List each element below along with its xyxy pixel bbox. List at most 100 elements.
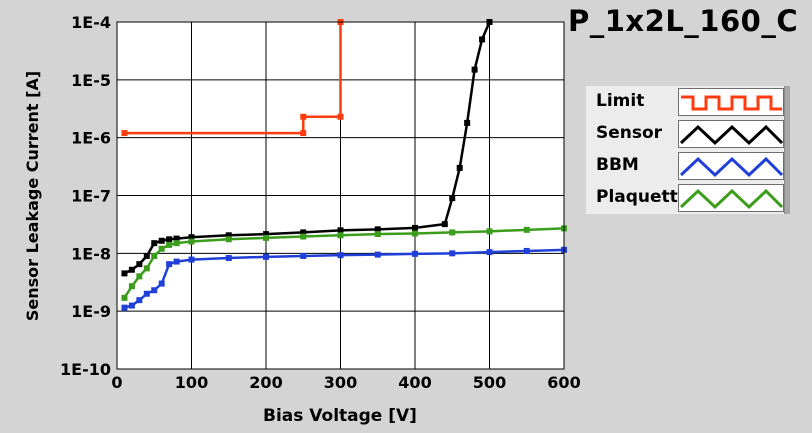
series-bbm <box>121 246 567 311</box>
data-point-limit <box>121 130 128 137</box>
data-point-bbm <box>128 302 135 309</box>
plot-frame <box>116 21 565 370</box>
data-point-sensor <box>337 227 344 234</box>
data-point-sensor <box>143 252 150 259</box>
data-point-bbm <box>188 256 195 263</box>
chart-title: P_1x2L_160_C <box>568 4 799 38</box>
data-point-sensor <box>173 235 180 242</box>
data-point-sensor <box>136 261 143 268</box>
series-sensor <box>121 19 493 277</box>
data-point-sensor <box>151 240 158 247</box>
data-point-plaquette <box>151 252 158 259</box>
data-point-bbm <box>166 261 173 268</box>
data-point-bbm <box>486 249 493 256</box>
legend-line <box>679 124 783 146</box>
legend-item-sensor[interactable]: Sensor <box>586 118 784 150</box>
legend-swatch-plaquette <box>678 184 784 212</box>
data-point-plaquette <box>173 240 180 247</box>
data-point-sensor <box>263 231 269 238</box>
y-tick-label: 1E-6 <box>71 129 111 148</box>
y-tick-label: 1E-10 <box>60 360 111 379</box>
data-point-plaquette <box>412 230 418 237</box>
data-point-bbm <box>158 280 165 287</box>
data-point-sensor <box>374 226 381 233</box>
data-point-plaquette <box>188 238 195 245</box>
series-plaquette <box>121 225 567 301</box>
y-tick-label: 1E-5 <box>71 71 111 90</box>
data-point-plaquette <box>263 234 269 241</box>
data-point-sensor <box>412 224 418 231</box>
x-tick-label: 600 <box>547 373 580 392</box>
data-point-plaquette <box>449 229 456 236</box>
data-point-bbm <box>523 247 530 254</box>
series-layer <box>121 19 567 311</box>
data-point-bbm <box>225 255 232 262</box>
data-point-sensor <box>441 221 448 228</box>
data-point-bbm <box>337 252 344 259</box>
data-point-plaquette <box>486 228 493 235</box>
legend: Limit Sensor BBM Plaquette <box>586 86 784 214</box>
legend-line <box>679 188 783 210</box>
x-tick-label: 300 <box>324 373 357 392</box>
data-point-plaquette <box>225 236 232 243</box>
data-point-bbm <box>449 250 456 257</box>
legend-line <box>681 95 782 111</box>
data-point-sensor <box>225 232 232 239</box>
legend-item-limit[interactable]: Limit <box>586 86 784 118</box>
y-tick-label: 1E-8 <box>71 244 111 263</box>
data-point-sensor <box>456 164 463 171</box>
data-point-limit <box>337 113 344 120</box>
data-point-sensor <box>464 119 471 126</box>
y-tick-labels: 1E-10 1E-9 1E-8 1E-7 1E-6 1E-5 1E-4 <box>60 13 111 379</box>
legend-swatch-limit <box>678 88 784 116</box>
data-point-plaquette <box>374 231 381 238</box>
x-tick-labels: 0 100 200 300 400 500 600 <box>111 373 580 392</box>
data-point-bbm <box>300 252 307 259</box>
series-line-sensor <box>123 21 491 275</box>
legend-label: BBM <box>596 155 639 175</box>
data-point-plaquette <box>121 294 128 301</box>
legend-label: Sensor <box>596 123 663 143</box>
y-tick-label: 1E-4 <box>71 13 111 32</box>
y-tick-label: 1E-7 <box>71 187 111 206</box>
legend-swatch-sensor <box>678 120 784 148</box>
data-point-sensor <box>128 266 135 273</box>
legend-line <box>679 156 783 178</box>
x-tick-label: 500 <box>473 373 506 392</box>
data-point-bbm <box>412 250 418 257</box>
y-axis-label: Sensor Leakage Current [A] <box>23 71 42 321</box>
data-point-plaquette <box>143 265 150 272</box>
x-tick-label: 100 <box>175 373 208 392</box>
data-point-limit <box>300 130 307 137</box>
data-point-plaquette <box>158 245 165 252</box>
data-point-plaquette <box>166 241 173 248</box>
legend-scrollbar[interactable] <box>784 86 790 214</box>
data-point-plaquette <box>136 273 143 280</box>
legend-item-plaquette[interactable]: Plaquette <box>586 182 784 214</box>
data-point-sensor <box>166 236 173 243</box>
data-point-limit <box>300 113 307 120</box>
data-point-sensor <box>300 229 307 236</box>
data-point-sensor <box>479 36 486 43</box>
data-point-sensor <box>449 195 456 202</box>
data-point-sensor <box>188 234 195 241</box>
legend-swatch-bbm <box>678 152 784 180</box>
data-point-sensor <box>471 66 478 73</box>
legend-label: Limit <box>596 91 645 111</box>
data-point-sensor <box>158 237 165 244</box>
data-point-bbm <box>263 253 269 260</box>
data-point-bbm <box>143 290 150 297</box>
x-axis-label: Bias Voltage [V] <box>263 406 417 426</box>
x-tick-label: 400 <box>398 373 431 392</box>
legend-label: Plaquette <box>596 187 690 207</box>
data-point-bbm <box>374 251 381 258</box>
data-point-bbm <box>121 304 128 311</box>
data-point-sensor <box>121 270 128 277</box>
legend-item-bbm[interactable]: BBM <box>586 150 784 182</box>
x-tick-label: 200 <box>249 373 282 392</box>
data-point-bbm <box>173 258 180 265</box>
y-tick-label: 1E-9 <box>71 302 111 321</box>
data-point-plaquette <box>300 233 307 240</box>
data-point-bbm <box>151 287 158 294</box>
